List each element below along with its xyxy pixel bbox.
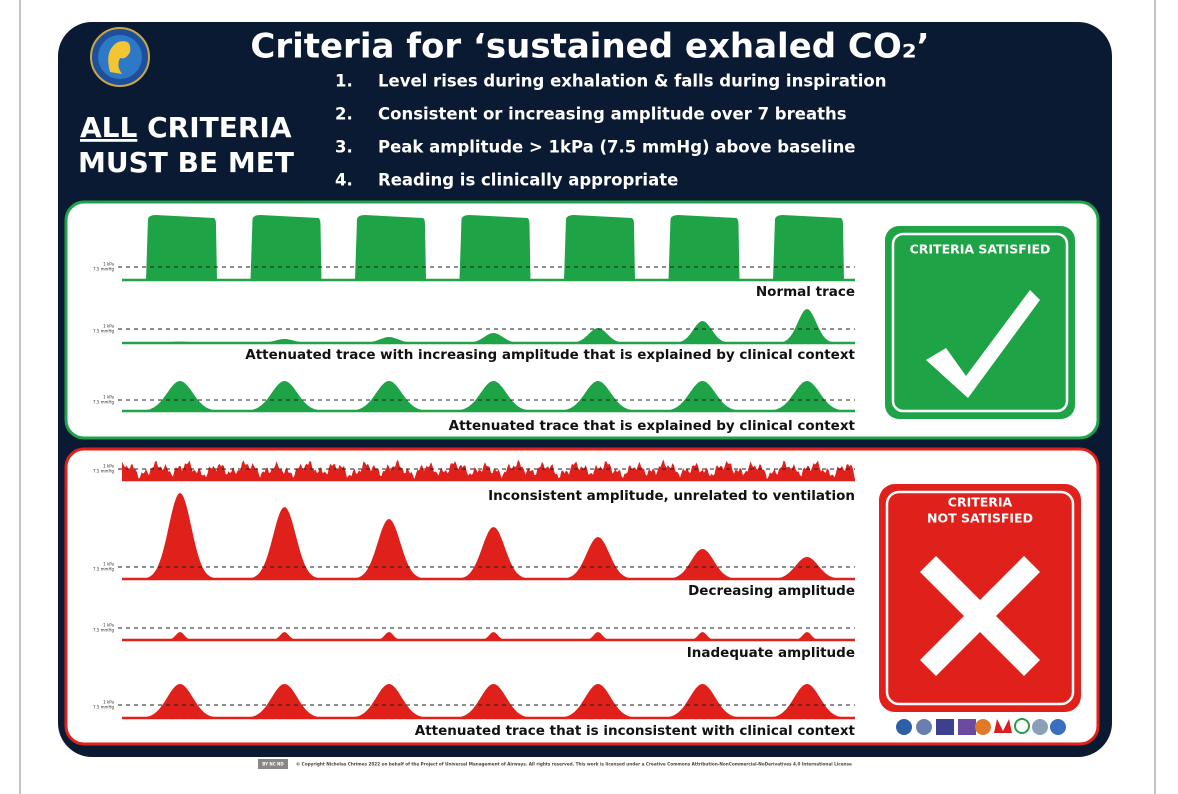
not-satisfied-badge: CRITERIA NOT SATISFIED xyxy=(879,484,1081,712)
scale-label: 7.5 mmHg xyxy=(93,329,114,334)
waveform xyxy=(122,493,855,579)
scale-label: 7.5 mmHg xyxy=(93,567,114,572)
copyright: © Copyright Nicholas Chrimes 2022 on beh… xyxy=(296,762,852,767)
not-satisfied-panel xyxy=(64,447,1100,746)
scale-label: 7.5 mmHg xyxy=(93,267,114,272)
trace-label: Normal trace xyxy=(756,284,855,300)
scale-label: 1 kPa xyxy=(103,395,114,400)
scale-label: 7.5 mmHg xyxy=(93,705,114,710)
waveform xyxy=(122,684,855,718)
title: Criteria for ‘sustained exhaled CO₂’ xyxy=(250,27,929,67)
scale-label: 7.5 mmHg xyxy=(93,469,114,474)
criterion-text: Peak amplitude > 1kPa (7.5 mmHg) above b… xyxy=(378,138,856,157)
waveform xyxy=(122,459,855,480)
scale-label: 1 kPa xyxy=(103,700,114,705)
trace-label: Attenuated trace that is inconsistent wi… xyxy=(415,723,856,739)
scale-label: 1 kPa xyxy=(103,562,114,567)
criterion-number: 3. xyxy=(335,138,353,157)
scale-label: 7.5 mmHg xyxy=(93,400,114,405)
trace-label: Inconsistent amplitude, unrelated to ven… xyxy=(488,488,855,504)
trace-label: Inadequate amplitude xyxy=(687,645,855,661)
criteria-list: 1. Level rises during exhalation & falls … xyxy=(335,72,887,190)
checkmark xyxy=(926,290,1040,398)
cross xyxy=(920,556,1040,676)
badge-text: CRITERIA xyxy=(948,495,1013,510)
scale-label: 1 kPa xyxy=(103,464,114,469)
criterion-text: Consistent or increasing amplitude over … xyxy=(378,105,847,124)
criterion-number: 4. xyxy=(335,171,353,190)
scale-label: 7.5 mmHg xyxy=(93,628,114,633)
trace-label: Decreasing amplitude xyxy=(688,583,855,599)
waveform xyxy=(122,309,855,343)
satisfied-badge: CRITERIA SATISFIED xyxy=(885,226,1075,419)
scale-label: 1 kPa xyxy=(103,262,114,267)
criterion-number: 2. xyxy=(335,105,353,124)
criteria-word: CRITERIA xyxy=(147,111,292,144)
trace-label: Attenuated trace that is explained by cl… xyxy=(449,418,856,434)
cc-icon xyxy=(258,759,288,769)
badge-text: CRITERIA SATISFIED xyxy=(910,242,1051,257)
scale-label: 1 kPa xyxy=(103,324,114,329)
all-word: ALL xyxy=(80,111,138,144)
waveform xyxy=(122,632,855,640)
criterion-number: 1. xyxy=(335,72,353,91)
logo xyxy=(90,27,150,87)
must-be-met: MUST BE MET xyxy=(78,146,294,179)
criterion-text: Level rises during exhalation & falls du… xyxy=(378,72,887,91)
trace-label: Attenuated trace with increasing amplitu… xyxy=(245,347,855,363)
scale-label: 1 kPa xyxy=(103,623,114,628)
all-criteria: ALL CRITERIA xyxy=(80,111,292,144)
badge-text: NOT SATISFIED xyxy=(927,511,1033,526)
criterion-text: Reading is clinically appropriate xyxy=(378,171,678,190)
waveform xyxy=(122,381,855,411)
partner-logos xyxy=(896,718,1066,735)
waveform xyxy=(146,215,844,280)
cc-text: BY NC ND xyxy=(262,762,284,767)
